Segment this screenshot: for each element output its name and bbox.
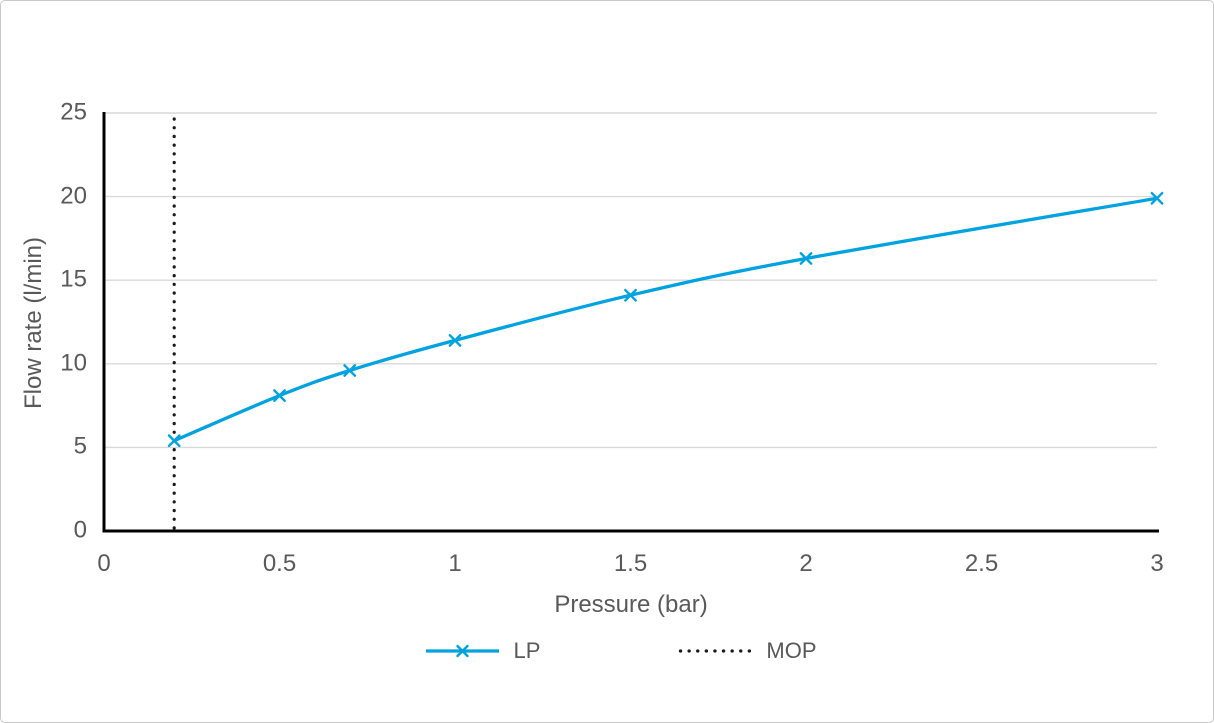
x-tick-label: 0.5 [262,550,297,577]
y-tick-label: 10 [60,349,87,377]
y-tick-label: 20 [60,182,87,210]
x-tick-label: 1 [448,550,462,577]
x-tick-label: 3 [1150,550,1164,577]
legend: LP MOP [1,640,1213,662]
lp-series-line [172,196,1159,443]
x-tick-label: 2 [799,550,813,577]
x-tick-label: 2.5 [964,550,999,577]
y-tick-label: 5 [73,432,87,460]
y-axis-title: Flow rate (l/min) [20,236,47,410]
x-axis-title: Pressure (bar) [554,591,708,618]
legend-item-lp: LP [425,640,540,662]
x-tick-label: 1.5 [613,550,648,577]
gridlines [104,112,1157,449]
x-tick-label: 0 [97,550,111,577]
legend-label-mop: MOP [766,638,817,663]
lp-series-markers [167,191,1164,448]
legend-label-lp: LP [513,638,541,663]
y-tick-label: 0 [73,516,87,544]
lp-series-swatch-icon [426,644,500,658]
y-tick-label: 15 [60,265,87,293]
mop-series-swatch-icon [679,649,754,653]
legend-item-mop: MOP [678,638,817,663]
y-tick-label: 25 [60,98,87,126]
